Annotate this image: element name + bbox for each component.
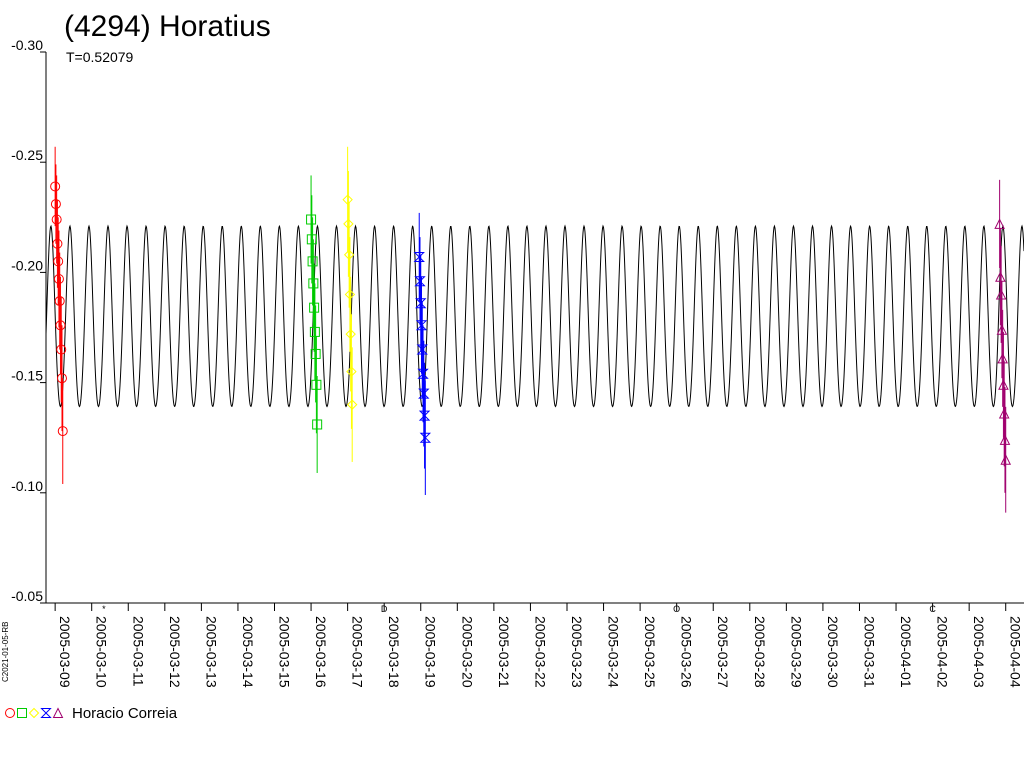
x-tick-label: 2005-03-12 (167, 616, 183, 688)
legend-square-icon (17, 708, 27, 718)
y-tick-label: -0.15 (11, 368, 43, 384)
x-tick-label: 2005-03-24 (606, 616, 622, 688)
data-point (306, 234, 317, 245)
data-point (346, 366, 357, 377)
data-point (995, 271, 1006, 282)
data-point (994, 218, 1005, 229)
observations-group (50, 146, 1012, 513)
data-point (53, 274, 64, 285)
x-tick-label: 2005-03-27 (715, 616, 731, 688)
data-point (999, 434, 1011, 445)
moon-phase-marker: * (102, 604, 106, 614)
data-point (54, 296, 65, 307)
moon-phase-marker: D (381, 604, 388, 614)
x-tick-label: 2005-03-11 (130, 616, 146, 687)
data-point (998, 379, 1009, 390)
data-point (997, 352, 1008, 364)
series-square (306, 175, 323, 473)
x-tick-label: 2005-04-02 (935, 616, 951, 688)
period-label: T=0.52079 (66, 49, 134, 65)
x-tick-label: 2005-03-22 (532, 616, 548, 688)
series-circle (50, 146, 68, 484)
x-tick-label: 2005-03-28 (752, 616, 768, 688)
data-point (57, 426, 68, 437)
x-tick-label: 2005-03-29 (788, 616, 804, 688)
series-hourglass (413, 212, 432, 496)
x-tick-label: 2005-03-17 (350, 616, 366, 688)
x-tick-label: 2005-03-14 (240, 616, 256, 688)
x-tick-label: 2005-03-31 (861, 616, 877, 688)
data-point (309, 326, 320, 337)
x-tick-label: 2005-03-15 (277, 616, 293, 688)
data-point (312, 419, 323, 430)
x-tick-label: 2005-03-23 (569, 616, 585, 688)
data-point (56, 344, 67, 355)
x-tick-label: 2005-04-04 (1008, 616, 1024, 688)
data-point (53, 256, 64, 267)
x-tick-label: 2005-03-26 (679, 616, 695, 688)
legend-diamond-icon (28, 707, 40, 719)
x-tick-label: 2005-03-10 (94, 616, 110, 688)
y-tick-label: -0.30 (11, 37, 43, 53)
x-tick-label: 2005-03-25 (642, 616, 658, 688)
data-point (998, 407, 1010, 419)
chart-title: (4294) Horatius (64, 10, 271, 43)
legend-observer: Horacio Correia (72, 704, 178, 722)
moon-phase-group: * D O C (102, 604, 936, 614)
x-tick-label: 2005-03-30 (825, 616, 841, 688)
data-point (344, 289, 356, 300)
data-point (418, 410, 431, 421)
data-point (342, 194, 353, 205)
data-point (310, 348, 321, 359)
y-tick-label: -0.05 (11, 588, 43, 604)
legend-triangle-icon (52, 707, 64, 718)
x-tick-label: 2005-03-16 (313, 616, 329, 688)
data-point (55, 320, 66, 331)
data-point (419, 432, 432, 443)
y-tick-label: -0.10 (11, 478, 43, 494)
legend-symbols (5, 707, 64, 719)
x-tick-label: 2005-03-19 (423, 616, 439, 688)
legend: Horacio Correia (4, 704, 177, 722)
moon-phase-marker: C (929, 604, 936, 614)
data-point (345, 328, 356, 340)
x-tick-label: 2005-03-20 (459, 616, 475, 688)
moon-phase-marker: O (673, 604, 680, 614)
data-point (50, 181, 61, 192)
data-point (309, 302, 320, 313)
model-curve (45, 224, 1024, 408)
credit-text: C2021-01-05-RB (1, 621, 10, 682)
data-point (311, 379, 322, 390)
axes-group: -0.30 -0.25 -0.20 -0.15 -0.10 -0.05 2005-03-09… (11, 37, 1024, 688)
data-point (1000, 454, 1012, 465)
data-point (50, 199, 61, 210)
data-point (996, 324, 1008, 335)
model-curve-group (45, 224, 1024, 408)
legend-circle-icon (5, 708, 15, 718)
x-tick-label: 2005-03-13 (203, 616, 219, 688)
data-point (343, 218, 354, 230)
data-point (56, 373, 67, 384)
data-point (308, 278, 319, 289)
y-tick-label: -0.25 (11, 147, 43, 163)
data-point (346, 399, 358, 410)
data-point (995, 288, 1007, 300)
series-diamond (342, 146, 358, 462)
legend-hourglass-icon (40, 708, 52, 718)
y-tick-label: -0.20 (11, 257, 43, 273)
series-triangle (994, 179, 1012, 513)
data-point (307, 256, 318, 267)
data-point (343, 249, 355, 260)
x-tick-label: 2005-04-03 (971, 616, 987, 688)
x-tick-label: 2005-03-09 (57, 616, 73, 688)
data-point (306, 214, 317, 225)
x-tick-label: 2005-03-18 (386, 616, 402, 688)
data-point (52, 238, 63, 249)
data-point (51, 214, 62, 225)
x-tick-label: 2005-04-01 (898, 616, 914, 688)
x-tick-label: 2005-03-21 (496, 616, 512, 688)
